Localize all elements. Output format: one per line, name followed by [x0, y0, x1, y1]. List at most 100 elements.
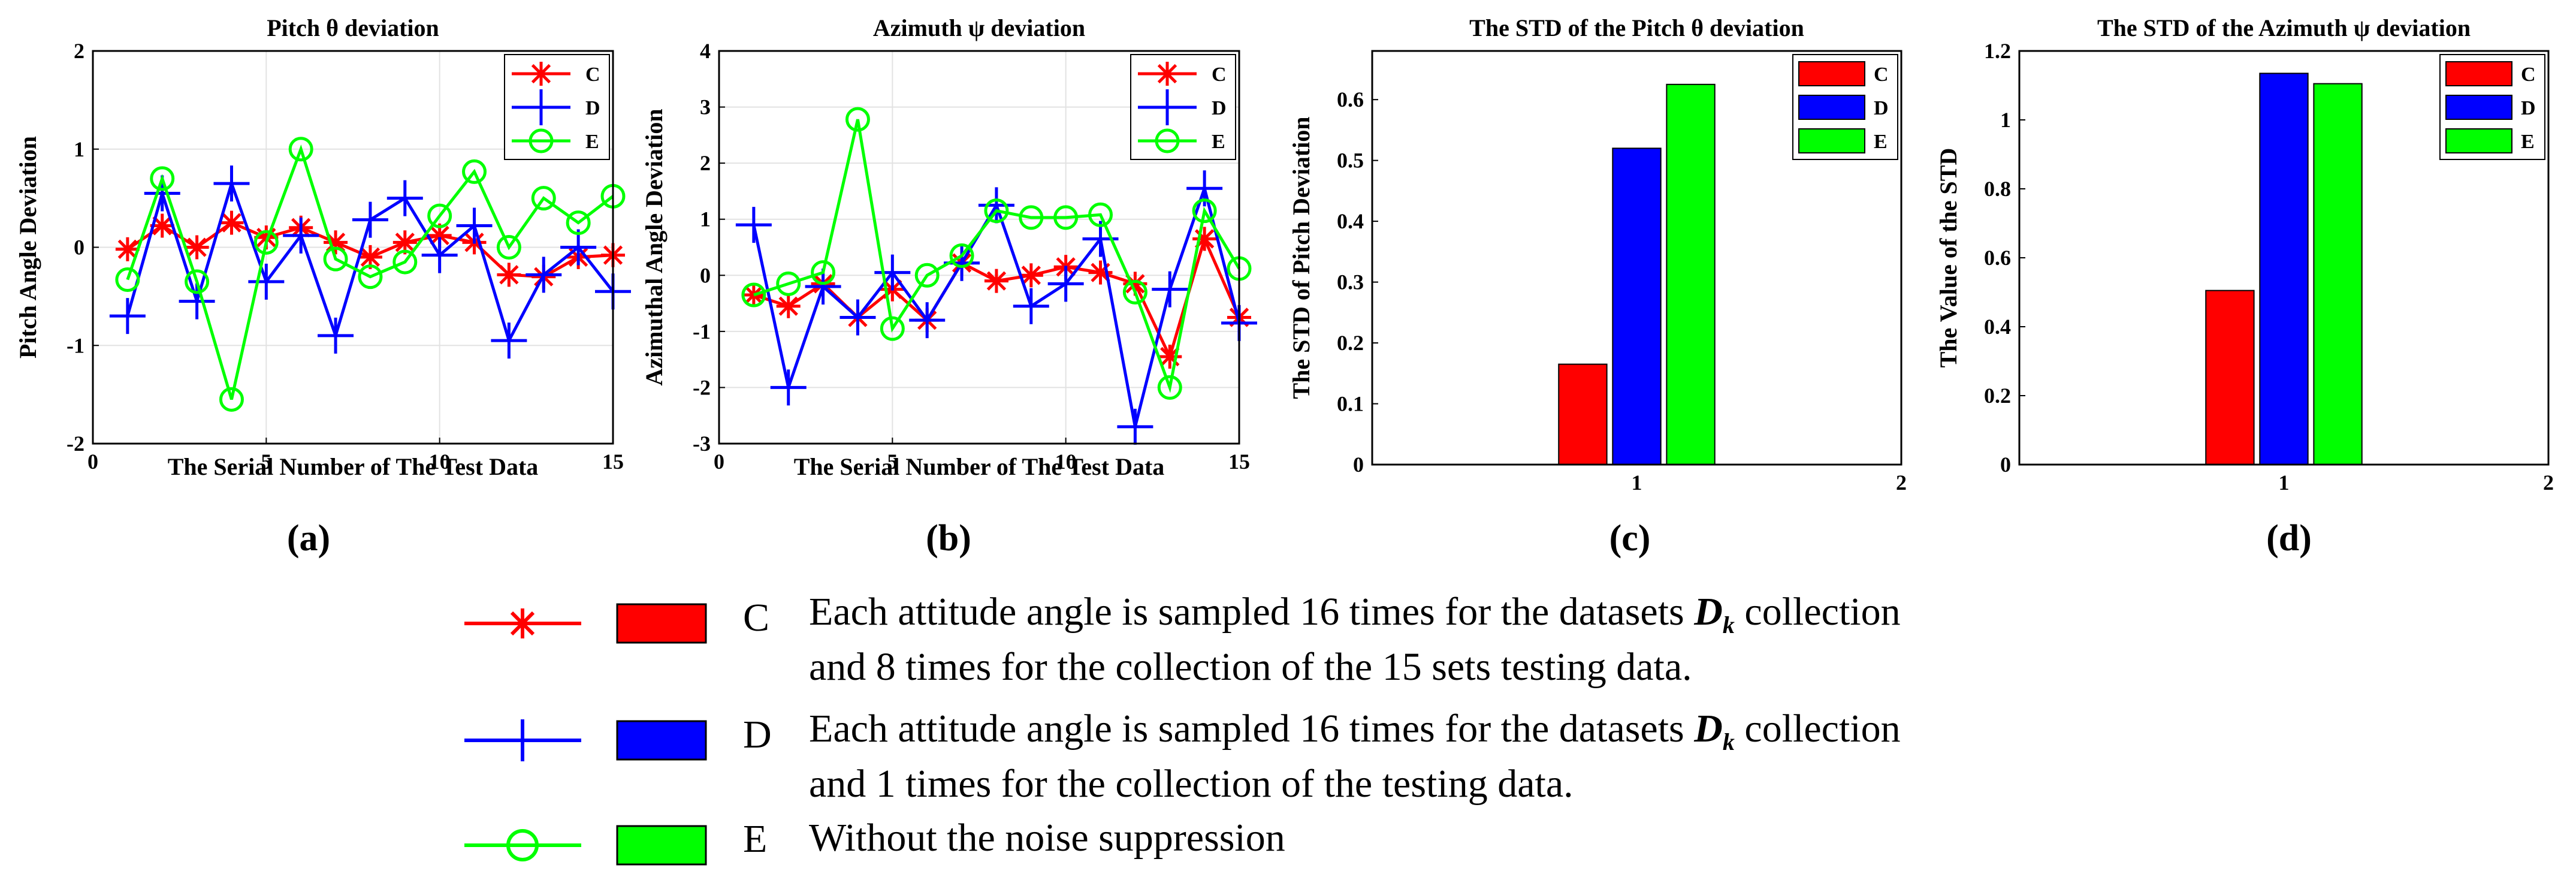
y-tick-label-1-1: -2 — [693, 375, 711, 399]
point-D-1-8 — [978, 187, 1014, 224]
legend-box-3: CDE — [2439, 54, 2545, 160]
legend-row-c-symbols — [464, 603, 707, 644]
legend-c-letter: C — [743, 596, 770, 640]
point-D-1-9 — [1013, 288, 1049, 324]
point-C-0-2 — [150, 213, 174, 238]
chart-title-1: Azimuth ψ deviation — [873, 14, 1085, 41]
point-C-1-8 — [984, 269, 1008, 293]
legend-box-2: CDE — [1792, 54, 1898, 160]
legend-label-C-3: C — [2521, 64, 2536, 86]
bar-E-2 — [1666, 83, 1716, 465]
axes-frame-3 — [2018, 50, 2550, 466]
y-tick-label-0-2: 0 — [74, 236, 84, 260]
y-tick-label-2-0: 0 — [1353, 453, 1364, 477]
point-E-0-5 — [253, 230, 279, 255]
legend-label-E-2: E — [1874, 131, 1888, 153]
y-tick-label-1-2: -1 — [693, 320, 711, 343]
point-E-0-13 — [531, 186, 556, 211]
point-D-0-4 — [213, 165, 250, 202]
axes-frame-0 — [92, 50, 614, 445]
y-tick-label-3-3: 0.6 — [1984, 246, 2011, 270]
point-E-1-8 — [984, 198, 1009, 224]
point-C-0-10-d2 — [430, 225, 449, 246]
point-C-0-7-d2 — [325, 233, 346, 252]
point-D-0-11 — [456, 207, 493, 244]
point-C-1-2 — [776, 294, 801, 318]
point-C-1-9-d2 — [1021, 266, 1041, 285]
point-C-0-3-d2 — [187, 237, 207, 257]
legend-row-e: E Without the noise suppression — [461, 815, 2199, 887]
legend-row-d: D Each attitude angle is sampled 16 time… — [461, 701, 2199, 821]
point-E-0-6 — [288, 137, 313, 162]
y-tick-label-2-5: 0.5 — [1337, 149, 1364, 173]
point-D-0-13 — [526, 257, 562, 293]
point-E-1-13 — [1157, 375, 1182, 400]
point-D-0-5 — [248, 263, 285, 300]
point-E-1-3 — [811, 260, 836, 285]
legend-d-letter: D — [743, 713, 772, 757]
y-axis-label-1: Azimuthal Angle Deviation — [641, 109, 668, 385]
y-tick-label-3-2: 0.4 — [1984, 315, 2011, 339]
legend-c-text-line1: Each attitude angle is sampled 16 times … — [809, 584, 1901, 653]
point-E-1-7 — [949, 243, 974, 269]
x-tick-label-3-0: 1 — [2279, 471, 2290, 495]
y-axis-label-3: The Value of the STD — [1935, 148, 1962, 368]
panel-label-0: (a) — [287, 518, 330, 559]
point-E-1-11 — [1088, 202, 1113, 227]
legend-label-E-0: E — [585, 131, 599, 153]
y-tick-label-3-0: 0 — [2000, 453, 2011, 477]
y-tick-label-1-7: 4 — [700, 39, 711, 63]
bar-D-2 — [1612, 147, 1662, 465]
point-C-0-3 — [185, 235, 209, 260]
point-D-0-8 — [352, 201, 388, 238]
point-E-0-1 — [115, 267, 140, 293]
panel-3: The STD of the Azimuth ψ deviation 1 2 0 0.2… — [1935, 14, 2554, 559]
point-E-0-12 — [496, 235, 521, 260]
y-tick-label-1-0: -3 — [693, 432, 711, 456]
point-E-0-3 — [185, 269, 210, 294]
y-tick-label-0-0: -2 — [67, 432, 84, 456]
series-line-E-0 — [126, 144, 614, 400]
legend-c-text-a: Each attitude angle is sampled 16 times … — [809, 590, 1695, 634]
panel-2: The STD of the Pitch θ deviation 1 2 0 0.1 0.… — [1288, 14, 1907, 559]
point-C-0-10 — [427, 223, 452, 248]
legend-swatch-C-2 — [1798, 61, 1865, 86]
panel-0: Pitch θ deviation 0 5 10 15 -2 -1 0 1 2 The Serial… — [14, 14, 631, 559]
x-tick-label-2-0: 1 — [1632, 471, 1642, 495]
legend-e-circle-icon — [506, 829, 539, 861]
legend-marker-D-0 — [523, 89, 559, 125]
legend-swatch-E-2 — [1798, 128, 1865, 153]
x-tick-label-0-1: 5 — [261, 450, 271, 474]
point-D-1-5 — [874, 254, 911, 291]
point-E-1-2 — [776, 271, 801, 296]
legend-marker-E-1 — [1155, 128, 1180, 153]
legend-label-E-1: E — [1212, 131, 1225, 153]
panel-label-3: (d) — [2266, 518, 2312, 559]
point-D-0-9 — [386, 180, 423, 216]
point-C-0-1 — [115, 237, 140, 261]
point-E-1-1 — [741, 282, 766, 308]
point-E-0-10 — [427, 203, 452, 228]
legend-d-text-a: Each attitude angle is sampled 16 times … — [809, 707, 1695, 751]
axes-frame-2 — [1371, 50, 1902, 466]
bar-C-3 — [2205, 290, 2255, 465]
panel-1: Azimuth ψ deviation 0 5 10 15 -3 -2 -1 0 1 2 3 4 The … — [641, 14, 1257, 559]
axes-frame-1 — [718, 50, 1240, 445]
bar-E-3 — [2313, 83, 2363, 465]
y-tick-label-3-4: 0.8 — [1984, 177, 2011, 201]
y-tick-label-2-3: 0.3 — [1337, 270, 1364, 294]
y-tick-label-2-2: 0.2 — [1337, 331, 1364, 355]
point-E-0-11 — [462, 159, 487, 184]
legend-c-asterisk-icon — [508, 608, 537, 638]
x-tick-label-0-2: 10 — [429, 450, 451, 474]
legend-label-D-2: D — [1874, 97, 1889, 119]
legend-label-D-1: D — [1212, 97, 1227, 119]
x-tick-label-0-0: 0 — [87, 450, 98, 474]
y-tick-label-1-5: 2 — [700, 151, 711, 175]
point-C-0-2-d2 — [152, 216, 172, 236]
y-tick-label-3-1: 0.2 — [1984, 384, 2011, 408]
point-E-1-14 — [1192, 198, 1217, 224]
point-D-0-12 — [491, 323, 527, 359]
legend-row-c: C Each attitude angle is sampled 16 time… — [461, 584, 2199, 704]
point-D-1-13 — [1152, 271, 1188, 308]
